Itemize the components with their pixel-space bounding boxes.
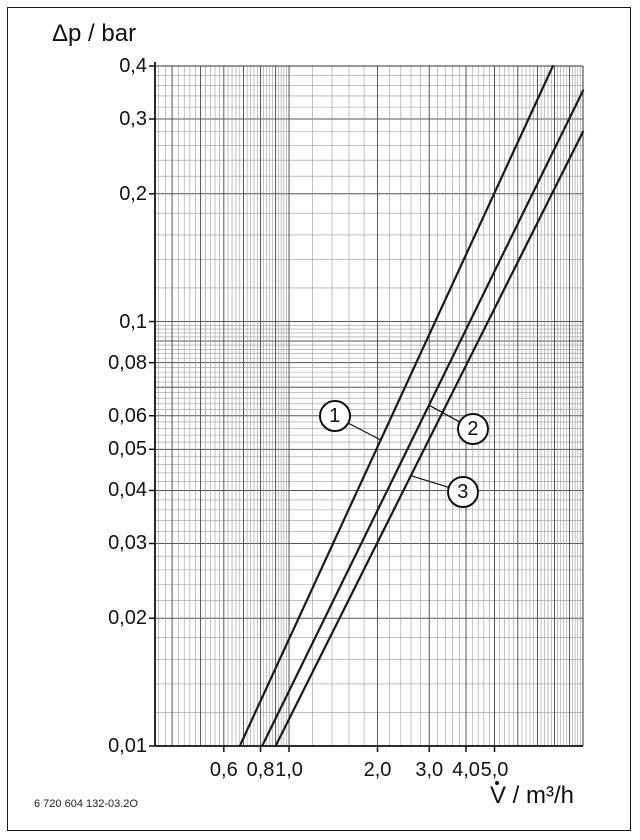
y-tick-label: 0,04 <box>108 479 147 502</box>
y-tick-label: 0,05 <box>108 438 147 461</box>
x-tick-label: 3,0 <box>415 759 444 781</box>
y-tick-label: 0,3 <box>119 108 147 131</box>
y-tick-label: 0,2 <box>119 182 147 205</box>
y-tick-label: 0,06 <box>108 404 147 427</box>
series-line-3 <box>274 130 585 748</box>
y-tick-label: 0,02 <box>108 607 147 630</box>
y-axis-title: Δp / bar <box>52 20 137 47</box>
x-tick-label: 0,6 <box>209 759 238 781</box>
y-tick-label: 0,1 <box>119 310 147 333</box>
x-tick-label: 1,0 <box>275 759 303 781</box>
series-marker-3: 3 <box>446 475 479 508</box>
x-tick-label: 2,0 <box>363 759 392 781</box>
x-tick-label: 5,0 <box>480 759 509 781</box>
series-marker-1: 1 <box>318 400 351 432</box>
series-marker-2: 2 <box>456 413 489 446</box>
x-axis-title: V / m³/h <box>490 781 575 809</box>
y-tick-label: 0,01 <box>108 735 147 757</box>
y-tick-label: 0,4 <box>119 55 147 77</box>
series-line-1 <box>238 64 555 748</box>
series-line-2 <box>261 89 585 748</box>
x-tick-label: 0,8 <box>246 759 275 781</box>
x-tick-label: 4,0 <box>452 759 480 781</box>
y-tick-label: 0,03 <box>108 532 147 555</box>
y-tick-label: 0,08 <box>108 351 147 374</box>
figure-id: 6 720 604 132-03.2O <box>34 798 138 810</box>
